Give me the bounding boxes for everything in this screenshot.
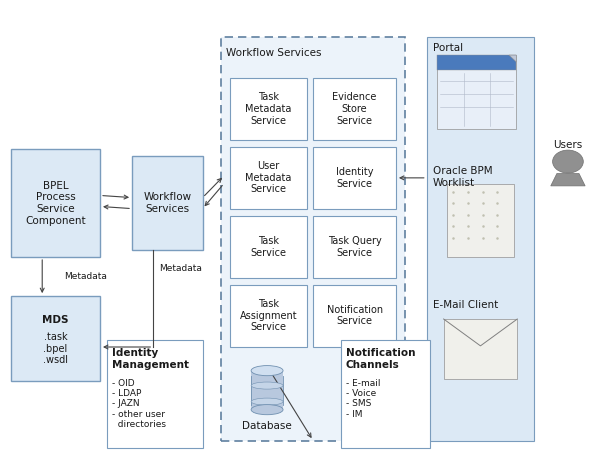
Text: - E-mail
- Voice
- SMS
- IM: - E-mail - Voice - SMS - IM bbox=[346, 379, 380, 419]
Bar bbox=[437, 55, 516, 70]
Text: Evidence
Store
Service: Evidence Store Service bbox=[332, 92, 377, 126]
Text: Task
Metadata
Service: Task Metadata Service bbox=[246, 92, 292, 126]
Bar bbox=[313, 285, 396, 347]
Bar bbox=[443, 319, 517, 379]
Text: Users: Users bbox=[553, 140, 583, 150]
Bar bbox=[11, 149, 100, 257]
Bar bbox=[230, 216, 307, 278]
Text: Notification
Service: Notification Service bbox=[327, 305, 383, 326]
Text: Identity
Service: Identity Service bbox=[336, 167, 373, 189]
Circle shape bbox=[553, 150, 583, 173]
Text: User
Metadata
Service: User Metadata Service bbox=[246, 161, 292, 195]
Bar bbox=[230, 78, 307, 140]
Bar bbox=[132, 156, 203, 250]
Text: E-Mail Client: E-Mail Client bbox=[433, 300, 498, 310]
Bar bbox=[427, 37, 534, 441]
Text: - OID
- LDAP
- JAZN
- other user
  directories: - OID - LDAP - JAZN - other user directo… bbox=[112, 379, 166, 429]
Text: Task
Service: Task Service bbox=[251, 236, 287, 257]
Bar bbox=[221, 37, 405, 441]
Text: Task Query
Service: Task Query Service bbox=[328, 236, 381, 257]
Text: Notification
Channels: Notification Channels bbox=[346, 348, 415, 369]
Ellipse shape bbox=[251, 365, 283, 375]
Bar bbox=[107, 340, 203, 448]
Bar bbox=[437, 55, 516, 129]
Bar bbox=[11, 296, 100, 381]
Text: Database: Database bbox=[242, 421, 292, 431]
Bar bbox=[341, 340, 430, 448]
Text: BPEL
Process
Service
Component: BPEL Process Service Component bbox=[25, 181, 86, 225]
Bar bbox=[446, 184, 514, 257]
Bar bbox=[313, 147, 396, 209]
Text: Workflow
Services: Workflow Services bbox=[143, 192, 192, 214]
Text: .task
.bpel
.wsdl: .task .bpel .wsdl bbox=[43, 332, 68, 365]
Ellipse shape bbox=[251, 405, 283, 415]
Text: Portal: Portal bbox=[433, 43, 463, 53]
Bar bbox=[230, 147, 307, 209]
Bar bbox=[313, 78, 396, 140]
Polygon shape bbox=[509, 55, 516, 62]
Text: Identity
Management: Identity Management bbox=[112, 348, 189, 369]
Text: Metadata: Metadata bbox=[64, 272, 107, 281]
Bar bbox=[230, 285, 307, 347]
Bar bbox=[251, 371, 283, 409]
Text: MDS: MDS bbox=[42, 315, 69, 325]
Ellipse shape bbox=[251, 382, 283, 389]
Text: Task
Assignment
Service: Task Assignment Service bbox=[240, 299, 297, 332]
Bar bbox=[313, 216, 396, 278]
Text: Oracle BPM
Worklist: Oracle BPM Worklist bbox=[433, 166, 492, 188]
Ellipse shape bbox=[251, 398, 283, 405]
Text: Workflow Services: Workflow Services bbox=[226, 48, 322, 58]
Text: Metadata: Metadata bbox=[160, 264, 202, 273]
Polygon shape bbox=[551, 174, 585, 186]
